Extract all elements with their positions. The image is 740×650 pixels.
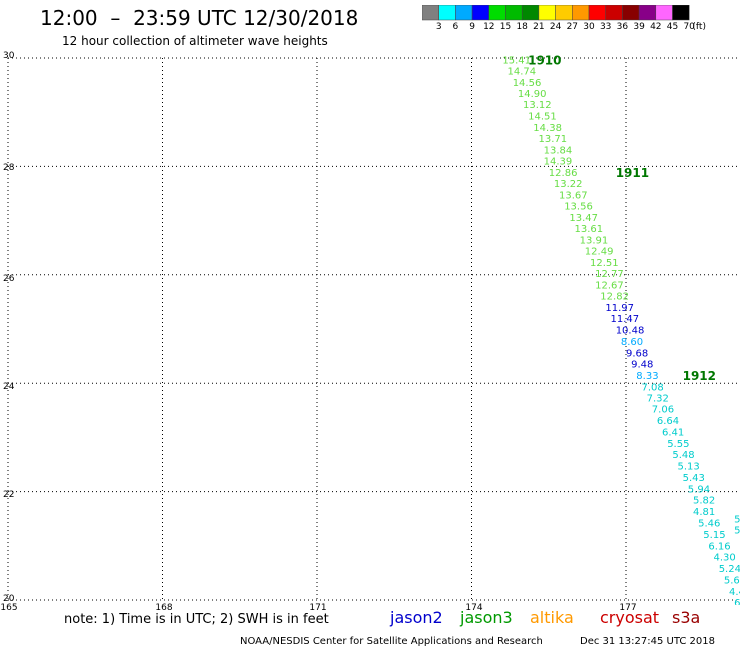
color-scale-labels: 3 6 9 12 15 18 21 24 27 30 33 36 39 42 45 70 (ft): [422, 22, 740, 34]
lat-label-28: 28: [3, 163, 15, 173]
color-scale-label: 27: [566, 22, 579, 32]
wave-height-value: 5.94: [688, 484, 710, 495]
color-scale-label: (ft): [692, 22, 706, 32]
color-scale-label: 3: [435, 22, 442, 32]
wave-height-value: 13.91: [580, 236, 609, 247]
wave-height-value: 13.71: [539, 134, 568, 145]
wave-height-value: 12.86: [549, 168, 578, 179]
lon-label-168: 168: [155, 603, 173, 613]
wave-height-value: 6.16: [708, 541, 730, 552]
wave-height-value: 5.82: [693, 496, 715, 507]
wave-height-value: 12.82: [600, 291, 629, 302]
color-scale-label: 15: [499, 22, 512, 32]
wave-height-value: 9.48: [631, 360, 653, 371]
wave-height-value: 6.64: [657, 416, 679, 427]
wave-height-value: 8.33: [636, 371, 658, 382]
wave-height-value: 4.30: [714, 553, 736, 564]
legend-altika: altika: [530, 608, 574, 627]
wave-height-value: 9.68: [626, 348, 648, 359]
wave-height-value: 7.32: [647, 393, 669, 404]
wave-height-value: 13.47: [569, 213, 598, 224]
wave-height-value: 14.38: [533, 123, 562, 134]
color-scale-label: 36: [616, 22, 629, 32]
wave-height-value: 6.41: [662, 427, 684, 438]
wave-height-value: 5.48: [672, 450, 694, 461]
lon-label-177: 177: [619, 603, 637, 613]
wave-height-value: 12.67: [595, 281, 624, 292]
wave-height-value: 5.88: [734, 515, 740, 526]
wave-height-value: 5.15: [703, 530, 725, 541]
color-scale-label: 30: [583, 22, 595, 32]
legend-s3a: s3a: [672, 608, 701, 627]
lon-label-165: 165: [0, 603, 18, 613]
lat-label-22: 22: [3, 490, 15, 500]
lat-label-24: 24: [3, 382, 15, 392]
wave-height-value: 13.12: [523, 100, 552, 111]
wave-height-value: 13.84: [544, 146, 573, 157]
wave-height-value: 5.61: [734, 526, 740, 537]
pass-number-label: 1912: [683, 369, 716, 383]
wave-height-value: 14.74: [508, 67, 537, 78]
color-scale-label: 24: [549, 22, 562, 32]
wave-height-value: 7.08: [642, 383, 664, 394]
legend-cryosat: cryosat: [600, 608, 660, 627]
wave-height-value: 12.77: [595, 269, 624, 280]
wave-height-value: 11.97: [605, 303, 634, 314]
wave-height-value: 4.81: [693, 507, 715, 518]
wave-height-value: 5.43: [683, 473, 705, 484]
lon-label-174: 174: [465, 603, 483, 613]
color-scale-label: 9: [469, 22, 475, 32]
wave-height-value: 6.40: [734, 598, 740, 605]
color-scale-label: 45: [666, 22, 679, 32]
wave-height-value: 5.13: [678, 462, 700, 473]
wave-height-value: 5.46: [698, 519, 720, 530]
generated-timestamp: Dec 31 13:27:45 UTC 2018: [580, 636, 715, 647]
wave-height-value: 15.41: [502, 56, 531, 67]
color-scale-label: 21: [533, 22, 545, 32]
wave-height-value: 14.39: [544, 156, 573, 167]
lat-label-20: 20: [3, 594, 15, 604]
color-swatch: [672, 5, 690, 21]
color-scale-label: 6: [452, 22, 459, 32]
wave-height-value: 12.51: [590, 258, 619, 269]
footer-credit: NOAA/NESDIS Center for Satellite Applica…: [240, 636, 543, 647]
wave-height-value: 14.90: [518, 89, 547, 100]
wave-height-value: 13.56: [564, 201, 593, 212]
wave-height-value: 7.06: [652, 405, 674, 416]
pass-number-label: 1910: [528, 54, 561, 68]
pass-number-label: 1911: [616, 166, 649, 180]
lat-label-26: 26: [3, 274, 15, 284]
color-scale-label: 42: [650, 22, 662, 32]
lat-label-30: 30: [3, 51, 15, 61]
legend-jason2: jason2: [390, 608, 443, 627]
wave-height-value: 14.56: [513, 78, 542, 89]
wave-height-value: 13.67: [559, 191, 588, 202]
color-scale-label: 70: [683, 22, 695, 32]
wave-height-value: 12.49: [585, 246, 614, 257]
color-scale-label: 18: [516, 22, 528, 32]
note-text: note: 1) Time is in UTC; 2) SWH is in fe…: [64, 612, 329, 627]
color-scale-bar: [422, 5, 690, 21]
wave-height-value: 11.47: [611, 314, 640, 325]
wave-height-value: 14.51: [528, 112, 557, 123]
legend-jason3: jason3: [460, 608, 513, 627]
color-scale-label: 12: [483, 22, 495, 32]
chart-title: 12:00 – 23:59 UTC 12/30/2018: [40, 6, 359, 30]
map-plot: 15.4114.7414.5614.9013.1214.5114.3813.71…: [7, 54, 740, 605]
wave-height-value: 10.48: [616, 326, 645, 337]
wave-height-value: 5.55: [667, 439, 689, 450]
wave-height-value: 4.48: [729, 587, 740, 598]
wave-height-value: 13.22: [554, 179, 583, 190]
lon-label-171: 171: [309, 603, 327, 613]
color-scale-label: 33: [599, 22, 612, 32]
wave-height-value: 8.60: [621, 337, 643, 348]
wave-height-value: 5.24: [719, 564, 740, 575]
wave-height-value: 13.61: [575, 224, 604, 235]
color-scale-label: 39: [633, 22, 645, 32]
wave-height-value: 5.64: [724, 575, 740, 586]
chart-subtitle: 12 hour collection of altimeter wave hei…: [62, 34, 328, 48]
